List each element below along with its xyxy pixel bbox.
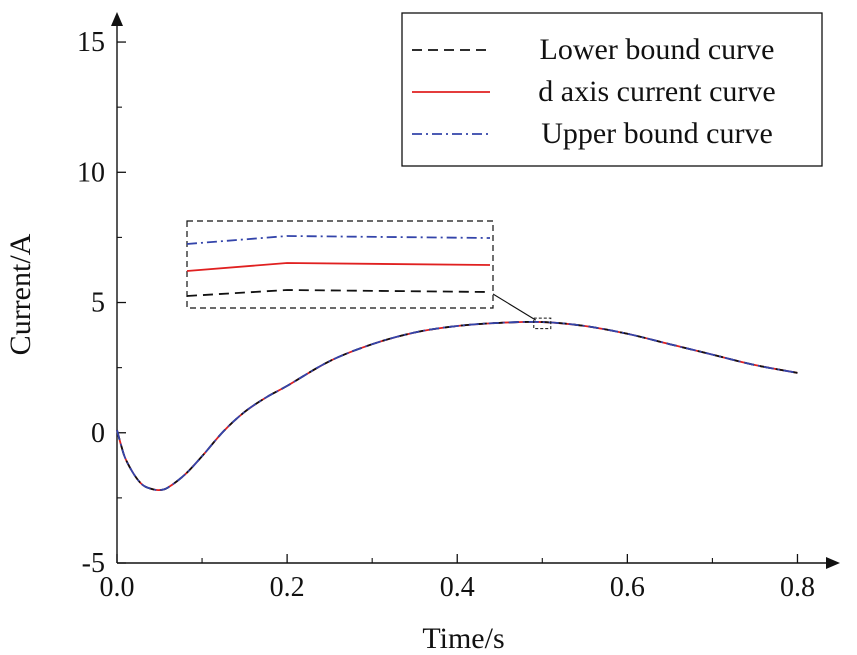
legend-label-0: Lower bound curve <box>540 33 775 66</box>
inset-series-line-2 <box>186 235 491 245</box>
y-tick-label: 5 <box>91 288 105 319</box>
inset-connector <box>492 293 537 321</box>
y-axis-label: Current/A <box>4 233 37 355</box>
inset-series-line-1 <box>186 262 491 272</box>
inset-series-line-0 <box>186 289 491 297</box>
x-axis-arrow <box>826 557 840 569</box>
series-line-1 <box>116 320 798 492</box>
x-axis-label: Time/s <box>422 622 504 655</box>
series-line-2 <box>116 320 798 492</box>
x-tick-label: 0.8 <box>780 572 815 603</box>
y-tick-label: 10 <box>77 157 105 188</box>
y-tick-label: -5 <box>82 548 105 579</box>
series-line-0 <box>116 320 798 492</box>
legend-label-1: d axis current curve <box>538 75 775 108</box>
zoom-marker-box <box>533 317 552 330</box>
y-tick-label: 15 <box>77 27 105 58</box>
x-tick-label: 0.6 <box>610 572 645 603</box>
y-tick-label: 0 <box>91 418 105 449</box>
legend-label-2: Upper bound curve <box>541 117 773 150</box>
y-axis-arrow <box>111 12 123 26</box>
legend-box <box>401 12 823 167</box>
x-tick-label: 0.0 <box>100 572 135 603</box>
x-tick-label: 0.2 <box>270 572 305 603</box>
x-tick-label: 0.4 <box>440 572 475 603</box>
